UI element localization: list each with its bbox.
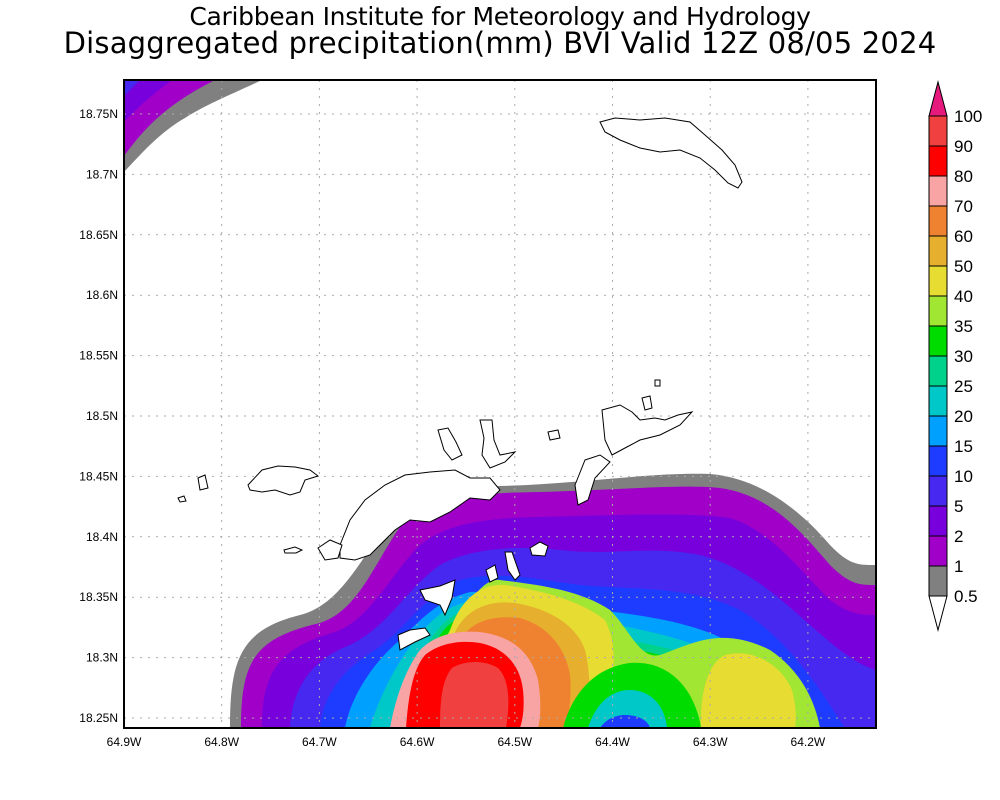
latitude-tick-label: 18.45N xyxy=(79,469,118,483)
island-outline xyxy=(197,474,209,491)
colorbar-label: 70 xyxy=(954,197,973,216)
colorbar-swatch xyxy=(928,565,948,597)
contour-band-20 xyxy=(588,690,667,728)
island-outline xyxy=(247,465,320,496)
colorbar-label: 5 xyxy=(954,497,963,516)
island-outline xyxy=(437,427,463,461)
colorbar-label: 30 xyxy=(954,347,973,366)
longitude-tick-label: 64.8W xyxy=(204,735,239,749)
precipitation-contours xyxy=(124,80,876,728)
colorbar-swatch xyxy=(928,265,948,297)
island-outline xyxy=(504,551,521,581)
island-outline xyxy=(641,395,653,411)
island-outline xyxy=(599,117,743,189)
contour-band-40 xyxy=(700,653,796,728)
contour-band-5 xyxy=(124,80,140,96)
colorbar-swatch xyxy=(928,325,948,357)
colorbar: 100 90 80 70 60 50 40 35 30 25 20 15 10 5 2 1 0.5 xyxy=(928,80,982,632)
colorbar-label: 60 xyxy=(954,227,973,246)
island-outline xyxy=(419,579,456,617)
latitude-tick-label: 18.3N xyxy=(86,651,118,665)
colorbar-swatch xyxy=(928,145,948,177)
colorbar-label: 50 xyxy=(954,257,973,276)
colorbar-label: 1 xyxy=(954,557,963,576)
colorbar-label: 0.5 xyxy=(954,587,978,606)
colorbar-swatch xyxy=(928,535,948,567)
latitude-tick-label: 18.4N xyxy=(86,530,118,544)
longitude-tick-label: 64.4W xyxy=(595,735,630,749)
colorbar-label: 90 xyxy=(954,137,973,156)
colorbar-swatch xyxy=(928,415,948,447)
longitude-tick-label: 64.5W xyxy=(497,735,532,749)
contour-band-2 xyxy=(124,80,172,122)
island-outline xyxy=(529,541,549,557)
colorbar-label: 25 xyxy=(954,377,973,396)
colorbar-label: 80 xyxy=(954,167,973,186)
longitude-tick-label: 64.9W xyxy=(107,735,142,749)
latitude-tick-label: 18.7N xyxy=(86,167,118,181)
graticule xyxy=(124,80,876,728)
latitude-tick-label: 18.6N xyxy=(86,288,118,302)
colorbar-label: 40 xyxy=(954,287,973,306)
longitude-tick-label: 64.2W xyxy=(791,735,826,749)
plot-frame xyxy=(123,79,877,729)
contour-band-90 xyxy=(440,662,509,728)
colorbar-swatch xyxy=(928,385,948,417)
colorbar-swatch xyxy=(928,355,948,387)
longitude-tick-label: 64.6W xyxy=(400,735,435,749)
colorbar-swatch xyxy=(928,505,948,537)
island-outline xyxy=(547,429,561,441)
island-outline xyxy=(574,454,611,506)
colorbar-swatch xyxy=(928,175,948,207)
colorbar-swatch xyxy=(928,475,948,507)
latitude-tick-label: 18.65N xyxy=(79,228,118,242)
longitude-axis: 64.9W 64.8W 64.7W 64.6W 64.5W 64.4W 64.3W 64.2W xyxy=(107,735,826,749)
colorbar-swatch xyxy=(928,115,948,147)
colorbar-under-arrow xyxy=(928,595,948,632)
island-outline xyxy=(601,404,694,456)
colorbar-label: 10 xyxy=(954,467,973,486)
island-outline xyxy=(283,546,304,554)
colorbar-over-arrow xyxy=(928,80,948,117)
latitude-tick-label: 18.75N xyxy=(79,107,118,121)
colorbar-swatch xyxy=(928,445,948,477)
island-outline xyxy=(177,495,187,503)
colorbar-label: 100 xyxy=(954,107,982,126)
figure-title-institution: Caribbean Institute for Meteorology and … xyxy=(189,2,811,31)
latitude-tick-label: 18.5N xyxy=(86,409,118,423)
colorbar-label: 20 xyxy=(954,407,973,426)
colorbar-swatch xyxy=(928,235,948,267)
longitude-tick-label: 64.3W xyxy=(693,735,728,749)
figure-title-product: Disaggregated precipitation(mm) BVI Vali… xyxy=(63,26,937,60)
island-outline xyxy=(397,627,431,651)
latitude-tick-label: 18.35N xyxy=(79,590,118,604)
colorbar-label: 35 xyxy=(954,317,973,336)
island-outline xyxy=(654,379,661,387)
coastlines xyxy=(177,117,743,651)
colorbar-label: 2 xyxy=(954,527,963,546)
latitude-tick-label: 18.25N xyxy=(79,711,118,725)
longitude-tick-label: 64.7W xyxy=(302,735,337,749)
island-outline xyxy=(485,564,499,583)
island-outline xyxy=(317,539,343,561)
colorbar-label: 15 xyxy=(954,437,973,456)
colorbar-swatch xyxy=(928,295,948,327)
latitude-axis: 18.75N 18.7N 18.65N 18.6N 18.55N 18.5N 18.45N 1… xyxy=(79,107,118,725)
island-outline xyxy=(479,419,517,469)
colorbar-swatch xyxy=(928,205,948,237)
island-outline xyxy=(339,469,501,561)
latitude-tick-label: 18.55N xyxy=(79,349,118,363)
